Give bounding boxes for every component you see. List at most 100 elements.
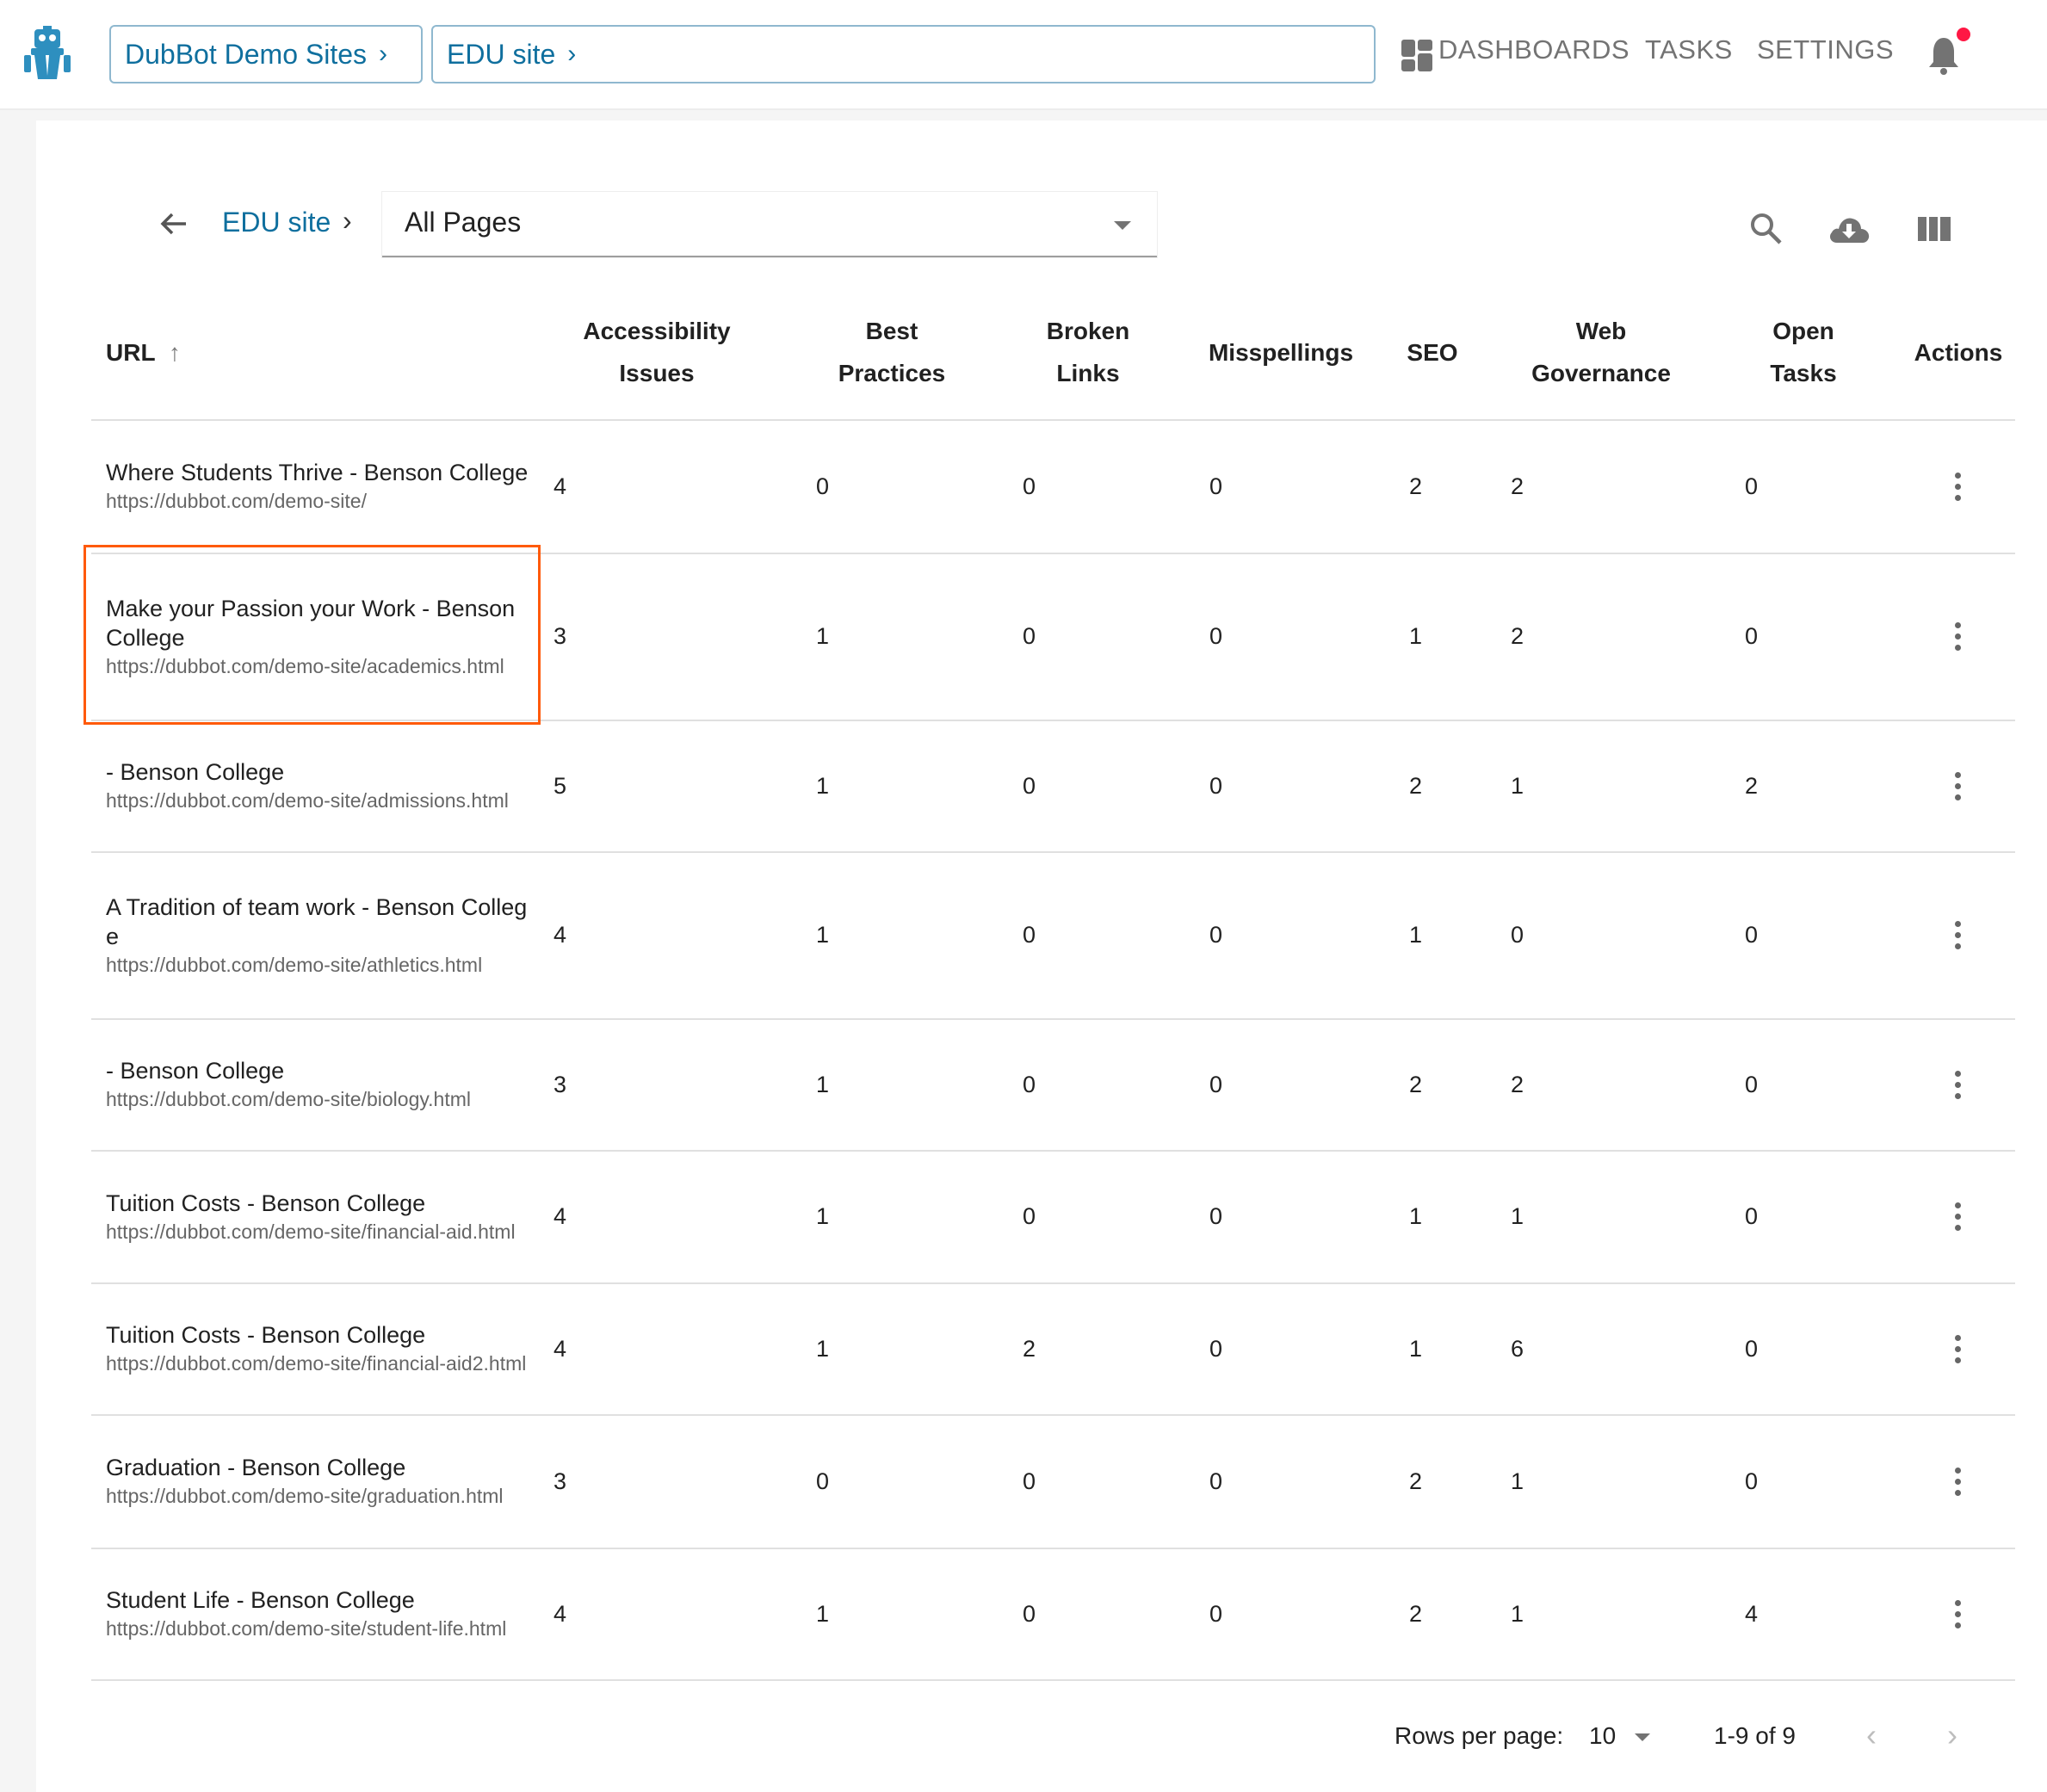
cell-broken-links: 0: [1023, 1203, 1036, 1229]
cell-web-governance: 1: [1511, 1203, 1524, 1229]
cell-open-tasks: 0: [1745, 1071, 1759, 1097]
cell-broken-links: 0: [1023, 1071, 1036, 1097]
row-divider: [91, 851, 2015, 853]
table-row[interactable]: Graduation - Benson College https://dubbo…: [91, 1416, 2015, 1548]
cell-broken-links: 0: [1023, 1600, 1036, 1627]
cell-seo: 2: [1409, 1468, 1423, 1494]
page-filter-value: All Pages: [405, 207, 522, 238]
cell-accessibility: 3: [553, 1071, 567, 1097]
more-actions-icon[interactable]: [1949, 769, 1966, 804]
page-url: https://dubbot.com/demo-site/athletics.h…: [106, 953, 483, 976]
page-title-cell[interactable]: - Benson College https://dubbot.com/demo-…: [106, 1056, 536, 1114]
cell-accessibility: 4: [553, 1600, 567, 1627]
table-row[interactable]: - Benson College https://dubbot.com/demo-…: [91, 721, 2015, 851]
column-header-seo[interactable]: SEO: [1407, 339, 1458, 366]
cloud-download-icon[interactable]: [1827, 210, 1871, 248]
page-title-cell[interactable]: Graduation - Benson College https://dubbo…: [106, 1453, 536, 1511]
column-header-accessibility[interactable]: Accessibility Issues: [583, 318, 731, 386]
caret-down-icon: [1114, 221, 1131, 230]
cell-broken-links: 0: [1023, 623, 1036, 649]
cell-broken-links: 0: [1023, 922, 1036, 948]
page-title-cell[interactable]: Make your Passion your Work - Benson Col…: [106, 594, 536, 681]
dashboard-grid-icon[interactable]: [1401, 40, 1432, 71]
column-header-url[interactable]: URL ↑: [106, 331, 181, 374]
more-actions-icon[interactable]: [1949, 1465, 1966, 1499]
table-row[interactable]: Student Life - Benson College https://dub…: [91, 1549, 2015, 1679]
arrow-left-icon[interactable]: [157, 207, 191, 241]
page-title-cell[interactable]: Tuition Costs - Benson College https://du…: [106, 1320, 536, 1378]
cell-web-governance: 2: [1511, 1071, 1524, 1097]
nav-settings[interactable]: SETTINGS: [1757, 34, 1895, 65]
rows-per-page-select[interactable]: 10: [1589, 1722, 1650, 1750]
table-row[interactable]: Make your Passion your Work - Benson Col…: [91, 554, 2015, 720]
table-row[interactable]: - Benson College https://dubbot.com/demo-…: [91, 1020, 2015, 1150]
cell-seo: 2: [1409, 473, 1423, 499]
cell-misspellings: 0: [1209, 473, 1223, 499]
cell-open-tasks: 0: [1745, 1203, 1759, 1229]
column-header-open-tasks[interactable]: Open Tasks: [1770, 318, 1837, 386]
more-actions-icon[interactable]: [1949, 1597, 1966, 1632]
search-icon[interactable]: [1747, 210, 1785, 248]
sort-arrow-up-icon[interactable]: ↑: [168, 339, 181, 366]
table-row[interactable]: Tuition Costs - Benson College https://du…: [91, 1152, 2015, 1282]
breadcrumb-organization[interactable]: DubBot Demo Sites ›: [109, 25, 423, 83]
cell-best-practices: 1: [816, 1600, 830, 1627]
page-url: https://dubbot.com/demo-site/: [106, 490, 367, 512]
pagination-range: 1-9 of 9: [1714, 1722, 1796, 1749]
more-actions-icon[interactable]: [1949, 470, 1966, 504]
cell-best-practices: 1: [816, 1071, 830, 1097]
more-actions-icon[interactable]: [1949, 918, 1966, 953]
more-actions-icon[interactable]: [1949, 620, 1966, 654]
page-title: Make your Passion your Work - Benson Col…: [106, 595, 516, 651]
column-header-actions: Actions: [1914, 339, 2003, 366]
cell-web-governance: 2: [1511, 623, 1524, 649]
more-actions-icon[interactable]: [1949, 1068, 1966, 1103]
column-header-best-practices[interactable]: Best Practices: [838, 318, 946, 386]
page-title-cell[interactable]: A Tradition of team work - Benson Colleg…: [106, 893, 536, 979]
table-row[interactable]: A Tradition of team work - Benson Colleg…: [91, 853, 2015, 1018]
row-divider: [91, 1150, 2015, 1152]
page-title-cell[interactable]: Tuition Costs - Benson College https://du…: [106, 1189, 536, 1246]
chevron-right-icon[interactable]: ›: [1947, 1717, 1957, 1752]
dubbot-logo-icon[interactable]: [22, 26, 72, 83]
row-divider: [91, 1548, 2015, 1549]
column-header-broken-links[interactable]: Broken Links: [1046, 318, 1130, 386]
page-filter-select[interactable]: All Pages: [382, 192, 1157, 257]
caret-down-icon: [1634, 1733, 1650, 1742]
nav-tasks[interactable]: TASKS: [1645, 34, 1733, 65]
table-row[interactable]: Where Students Thrive - Benson College ht…: [91, 421, 2015, 553]
cell-open-tasks: 4: [1745, 1600, 1759, 1627]
cell-web-governance: 1: [1511, 772, 1524, 799]
nav-dashboards[interactable]: DASHBOARDS: [1438, 34, 1630, 65]
rows-per-page-value: 10: [1589, 1722, 1617, 1749]
chevron-left-icon[interactable]: ‹: [1866, 1717, 1877, 1752]
column-header-misspellings[interactable]: Misspellings: [1208, 339, 1354, 366]
site-link[interactable]: EDU site: [222, 207, 331, 238]
columns-icon[interactable]: [1916, 210, 1954, 248]
top-bar: DubBot Demo Sites › EDU site › DASHBOARD…: [0, 0, 2047, 110]
page-title: - Benson College: [106, 759, 285, 785]
table-row[interactable]: Tuition Costs - Benson College https://du…: [91, 1284, 2015, 1414]
more-actions-icon[interactable]: [1949, 1200, 1966, 1234]
cell-web-governance: 6: [1511, 1335, 1524, 1362]
column-header-web-governance[interactable]: Web Governance: [1531, 318, 1671, 386]
cell-open-tasks: 0: [1745, 1335, 1759, 1362]
cell-misspellings: 0: [1209, 1335, 1223, 1362]
column-label: URL: [106, 339, 156, 366]
cell-misspellings: 0: [1209, 922, 1223, 948]
more-actions-icon[interactable]: [1949, 1332, 1966, 1367]
bell-icon[interactable]: [1926, 34, 1961, 76]
page-title-cell[interactable]: Where Students Thrive - Benson College ht…: [106, 458, 536, 516]
page-title-cell[interactable]: - Benson College https://dubbot.com/demo-…: [106, 757, 536, 815]
cell-seo: 2: [1409, 772, 1423, 799]
cell-web-governance: 1: [1511, 1468, 1524, 1494]
cell-seo: 2: [1409, 1071, 1423, 1097]
cell-web-governance: 1: [1511, 1600, 1524, 1627]
cell-accessibility: 3: [553, 623, 567, 649]
cell-open-tasks: 0: [1745, 922, 1759, 948]
page-title-cell[interactable]: Student Life - Benson College https://dub…: [106, 1585, 536, 1643]
chevron-right-icon: ›: [343, 205, 352, 236]
page-url: https://dubbot.com/demo-site/academics.h…: [106, 654, 504, 677]
breadcrumb-site[interactable]: EDU site ›: [431, 25, 1376, 83]
cell-accessibility: 4: [553, 1203, 567, 1229]
